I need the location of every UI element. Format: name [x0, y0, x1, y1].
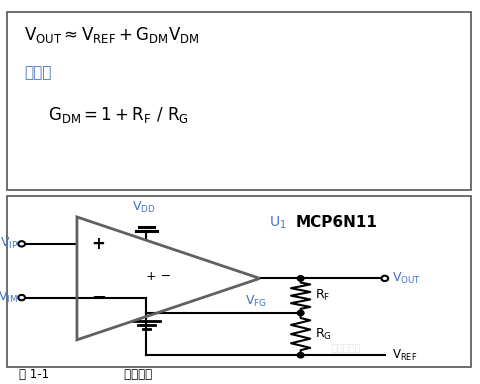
- Bar: [7, 196, 470, 367]
- Text: $\mathsf{V_{DD}}$: $\mathsf{V_{DD}}$: [132, 200, 156, 215]
- Bar: [7, 12, 470, 190]
- Text: $\mathsf{R_F}$: $\mathsf{R_F}$: [314, 288, 330, 303]
- Text: + −: + −: [146, 270, 171, 283]
- Text: $\mathsf{V_{FG}}$: $\mathsf{V_{FG}}$: [245, 294, 266, 309]
- Text: $\mathsf{V_{IM}}$: $\mathsf{V_{IM}}$: [0, 290, 18, 305]
- Text: $\mathsf{V_{OUT} \approx V_{REF} + G_{DM}V_{DM}}$: $\mathsf{V_{OUT} \approx V_{REF} + G_{DM…: [24, 25, 199, 45]
- Circle shape: [297, 276, 303, 281]
- Text: +: +: [92, 235, 105, 253]
- Text: MCP6N11: MCP6N11: [295, 215, 377, 230]
- Circle shape: [381, 276, 387, 281]
- Circle shape: [297, 353, 303, 358]
- Text: $\mathsf{G_{DM} = 1 + R_F\ /\ R_G}$: $\mathsf{G_{DM} = 1 + R_F\ /\ R_G}$: [48, 105, 189, 125]
- Text: $\mathsf{U_1}$: $\mathsf{U_1}$: [269, 215, 286, 231]
- Text: $\mathsf{V_{REF}}$: $\mathsf{V_{REF}}$: [391, 348, 416, 363]
- Text: 其中：: 其中：: [24, 65, 51, 81]
- Text: $\mathsf{R_G}$: $\mathsf{R_G}$: [314, 326, 331, 342]
- Circle shape: [18, 295, 25, 300]
- Text: 电子发烧友: 电子发烧友: [331, 343, 360, 353]
- Text: $\mathsf{V_{IP}}$: $\mathsf{V_{IP}}$: [0, 236, 18, 252]
- Text: $\mathsf{V_{OUT}}$: $\mathsf{V_{OUT}}$: [391, 271, 420, 286]
- Text: 图 1-1                    标准电路: 图 1-1 标准电路: [19, 368, 152, 381]
- Text: −: −: [91, 289, 106, 306]
- Circle shape: [297, 310, 303, 316]
- Circle shape: [18, 241, 25, 247]
